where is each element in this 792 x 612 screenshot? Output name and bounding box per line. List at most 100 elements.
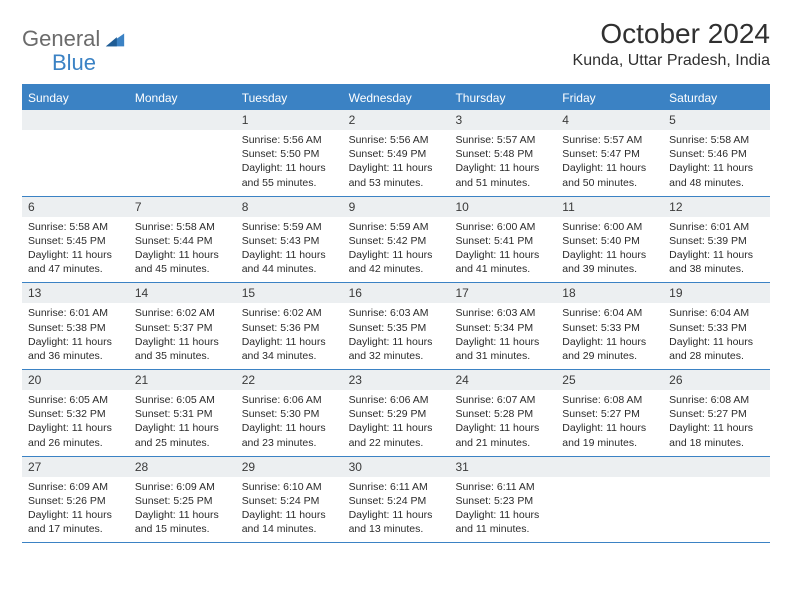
day-cell: 8Sunrise: 5:59 AMSunset: 5:43 PMDaylight… bbox=[236, 197, 343, 283]
sunrise-line: Sunrise: 6:11 AM bbox=[349, 480, 444, 494]
day-number: 11 bbox=[556, 197, 663, 217]
daylight-line: Daylight: 11 hours and 38 minutes. bbox=[669, 248, 764, 276]
day-body: Sunrise: 6:08 AMSunset: 5:27 PMDaylight:… bbox=[556, 390, 663, 450]
daylight-line: Daylight: 11 hours and 44 minutes. bbox=[242, 248, 337, 276]
sunset-line: Sunset: 5:42 PM bbox=[349, 234, 444, 248]
sunrise-line: Sunrise: 6:08 AM bbox=[562, 393, 657, 407]
sunset-line: Sunset: 5:27 PM bbox=[669, 407, 764, 421]
day-number: 26 bbox=[663, 370, 770, 390]
day-number: 13 bbox=[22, 283, 129, 303]
sunset-line: Sunset: 5:43 PM bbox=[242, 234, 337, 248]
sunrise-line: Sunrise: 6:03 AM bbox=[349, 306, 444, 320]
day-body: Sunrise: 6:04 AMSunset: 5:33 PMDaylight:… bbox=[663, 303, 770, 363]
day-body: Sunrise: 5:56 AMSunset: 5:50 PMDaylight:… bbox=[236, 130, 343, 190]
daylight-line: Daylight: 11 hours and 26 minutes. bbox=[28, 421, 123, 449]
day-body: Sunrise: 6:09 AMSunset: 5:25 PMDaylight:… bbox=[129, 477, 236, 537]
sunrise-line: Sunrise: 6:05 AM bbox=[135, 393, 230, 407]
sunrise-line: Sunrise: 6:06 AM bbox=[242, 393, 337, 407]
day-number-empty bbox=[663, 457, 770, 477]
sunset-line: Sunset: 5:27 PM bbox=[562, 407, 657, 421]
logo-triangle-icon bbox=[104, 28, 126, 50]
sunset-line: Sunset: 5:41 PM bbox=[455, 234, 550, 248]
day-body: Sunrise: 6:00 AMSunset: 5:41 PMDaylight:… bbox=[449, 217, 556, 277]
day-body: Sunrise: 6:09 AMSunset: 5:26 PMDaylight:… bbox=[22, 477, 129, 537]
week-row: 27Sunrise: 6:09 AMSunset: 5:26 PMDayligh… bbox=[22, 457, 770, 544]
weekday-header: Saturday bbox=[663, 86, 770, 110]
daylight-line: Daylight: 11 hours and 50 minutes. bbox=[562, 161, 657, 189]
day-cell: 20Sunrise: 6:05 AMSunset: 5:32 PMDayligh… bbox=[22, 370, 129, 456]
day-number: 20 bbox=[22, 370, 129, 390]
page-title: October 2024 bbox=[573, 18, 770, 50]
day-number: 15 bbox=[236, 283, 343, 303]
daylight-line: Daylight: 11 hours and 25 minutes. bbox=[135, 421, 230, 449]
day-body: Sunrise: 5:56 AMSunset: 5:49 PMDaylight:… bbox=[343, 130, 450, 190]
day-number: 7 bbox=[129, 197, 236, 217]
day-number: 25 bbox=[556, 370, 663, 390]
sunset-line: Sunset: 5:36 PM bbox=[242, 321, 337, 335]
day-cell: 10Sunrise: 6:00 AMSunset: 5:41 PMDayligh… bbox=[449, 197, 556, 283]
sunset-line: Sunset: 5:35 PM bbox=[349, 321, 444, 335]
sunrise-line: Sunrise: 6:01 AM bbox=[669, 220, 764, 234]
sunrise-line: Sunrise: 6:06 AM bbox=[349, 393, 444, 407]
sunset-line: Sunset: 5:37 PM bbox=[135, 321, 230, 335]
sunrise-line: Sunrise: 6:05 AM bbox=[28, 393, 123, 407]
day-number: 29 bbox=[236, 457, 343, 477]
day-cell: 9Sunrise: 5:59 AMSunset: 5:42 PMDaylight… bbox=[343, 197, 450, 283]
day-cell: 23Sunrise: 6:06 AMSunset: 5:29 PMDayligh… bbox=[343, 370, 450, 456]
day-body: Sunrise: 6:10 AMSunset: 5:24 PMDaylight:… bbox=[236, 477, 343, 537]
weekday-header: Thursday bbox=[449, 86, 556, 110]
day-body: Sunrise: 6:07 AMSunset: 5:28 PMDaylight:… bbox=[449, 390, 556, 450]
day-cell: 27Sunrise: 6:09 AMSunset: 5:26 PMDayligh… bbox=[22, 457, 129, 543]
day-cell: 17Sunrise: 6:03 AMSunset: 5:34 PMDayligh… bbox=[449, 283, 556, 369]
day-number: 27 bbox=[22, 457, 129, 477]
day-cell bbox=[556, 457, 663, 543]
week-row: 1Sunrise: 5:56 AMSunset: 5:50 PMDaylight… bbox=[22, 110, 770, 197]
sunset-line: Sunset: 5:50 PM bbox=[242, 147, 337, 161]
day-number: 30 bbox=[343, 457, 450, 477]
day-number: 17 bbox=[449, 283, 556, 303]
day-cell bbox=[22, 110, 129, 196]
sunset-line: Sunset: 5:48 PM bbox=[455, 147, 550, 161]
day-number: 3 bbox=[449, 110, 556, 130]
day-cell: 28Sunrise: 6:09 AMSunset: 5:25 PMDayligh… bbox=[129, 457, 236, 543]
sunset-line: Sunset: 5:23 PM bbox=[455, 494, 550, 508]
day-body: Sunrise: 6:01 AMSunset: 5:39 PMDaylight:… bbox=[663, 217, 770, 277]
day-number: 14 bbox=[129, 283, 236, 303]
daylight-line: Daylight: 11 hours and 48 minutes. bbox=[669, 161, 764, 189]
daylight-line: Daylight: 11 hours and 53 minutes. bbox=[349, 161, 444, 189]
sunset-line: Sunset: 5:32 PM bbox=[28, 407, 123, 421]
daylight-line: Daylight: 11 hours and 51 minutes. bbox=[455, 161, 550, 189]
day-body: Sunrise: 6:05 AMSunset: 5:32 PMDaylight:… bbox=[22, 390, 129, 450]
day-body: Sunrise: 5:57 AMSunset: 5:48 PMDaylight:… bbox=[449, 130, 556, 190]
day-cell: 30Sunrise: 6:11 AMSunset: 5:24 PMDayligh… bbox=[343, 457, 450, 543]
sunrise-line: Sunrise: 6:01 AM bbox=[28, 306, 123, 320]
week-row: 20Sunrise: 6:05 AMSunset: 5:32 PMDayligh… bbox=[22, 370, 770, 457]
day-body: Sunrise: 6:00 AMSunset: 5:40 PMDaylight:… bbox=[556, 217, 663, 277]
day-number: 22 bbox=[236, 370, 343, 390]
daylight-line: Daylight: 11 hours and 17 minutes. bbox=[28, 508, 123, 536]
sunrise-line: Sunrise: 5:58 AM bbox=[28, 220, 123, 234]
weekday-header-row: SundayMondayTuesdayWednesdayThursdayFrid… bbox=[22, 86, 770, 110]
week-row: 6Sunrise: 5:58 AMSunset: 5:45 PMDaylight… bbox=[22, 197, 770, 284]
sunrise-line: Sunrise: 6:02 AM bbox=[135, 306, 230, 320]
daylight-line: Daylight: 11 hours and 45 minutes. bbox=[135, 248, 230, 276]
daylight-line: Daylight: 11 hours and 21 minutes. bbox=[455, 421, 550, 449]
day-number: 24 bbox=[449, 370, 556, 390]
day-number-empty bbox=[22, 110, 129, 130]
day-body: Sunrise: 6:05 AMSunset: 5:31 PMDaylight:… bbox=[129, 390, 236, 450]
day-number: 12 bbox=[663, 197, 770, 217]
day-body: Sunrise: 5:59 AMSunset: 5:43 PMDaylight:… bbox=[236, 217, 343, 277]
day-body: Sunrise: 6:08 AMSunset: 5:27 PMDaylight:… bbox=[663, 390, 770, 450]
day-number: 28 bbox=[129, 457, 236, 477]
weekday-header: Wednesday bbox=[343, 86, 450, 110]
day-cell: 7Sunrise: 5:58 AMSunset: 5:44 PMDaylight… bbox=[129, 197, 236, 283]
day-number: 18 bbox=[556, 283, 663, 303]
daylight-line: Daylight: 11 hours and 31 minutes. bbox=[455, 335, 550, 363]
day-body: Sunrise: 6:02 AMSunset: 5:36 PMDaylight:… bbox=[236, 303, 343, 363]
day-body: Sunrise: 6:01 AMSunset: 5:38 PMDaylight:… bbox=[22, 303, 129, 363]
day-number: 10 bbox=[449, 197, 556, 217]
sunrise-line: Sunrise: 6:04 AM bbox=[669, 306, 764, 320]
sunset-line: Sunset: 5:38 PM bbox=[28, 321, 123, 335]
day-cell: 14Sunrise: 6:02 AMSunset: 5:37 PMDayligh… bbox=[129, 283, 236, 369]
day-body: Sunrise: 6:06 AMSunset: 5:30 PMDaylight:… bbox=[236, 390, 343, 450]
